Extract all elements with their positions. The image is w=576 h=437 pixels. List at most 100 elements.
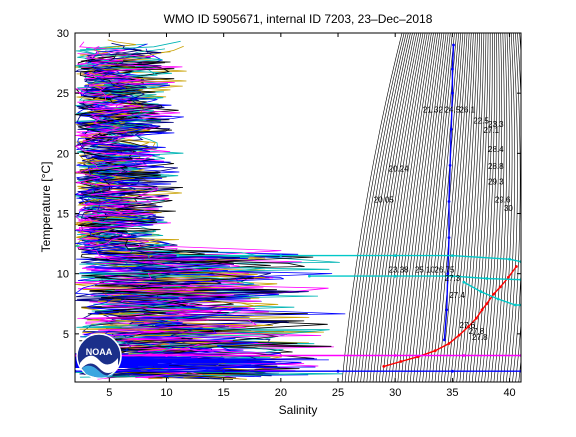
profile-point — [433, 349, 437, 353]
density-contour — [468, 33, 489, 382]
density-contour — [351, 33, 409, 382]
density-contour — [347, 33, 407, 382]
profile-point — [399, 360, 403, 363]
profile-point — [492, 292, 495, 296]
density-contour — [360, 33, 415, 382]
profile-point — [447, 200, 451, 203]
density-contour — [382, 33, 430, 382]
profile-point — [513, 303, 517, 307]
profile-point — [480, 308, 484, 312]
density-contour — [509, 33, 521, 382]
density-contour — [341, 33, 403, 382]
profile-point — [176, 254, 180, 257]
density-contour — [447, 33, 474, 382]
contour-label: 26.1 — [460, 105, 476, 114]
profile-point — [449, 127, 453, 131]
profile-point — [451, 369, 454, 373]
profile-point — [393, 254, 397, 257]
profile-noise-line — [75, 46, 322, 379]
contour-label: 25.10 — [415, 266, 436, 275]
density-contour — [344, 33, 405, 382]
density-contour — [450, 33, 476, 382]
density-contour — [440, 33, 470, 382]
density-contour — [406, 33, 447, 382]
contour-label: 27.1 — [484, 126, 500, 135]
density-contour — [481, 33, 498, 382]
density-contour — [444, 33, 472, 382]
density-contour — [354, 33, 411, 382]
x-tick-label: 40 — [503, 387, 515, 399]
density-contour — [397, 33, 441, 382]
density-contour — [453, 33, 478, 382]
y-axis-label: Temperature [°C] — [39, 162, 53, 253]
contour-label: 26.75 — [434, 266, 455, 275]
density-contour — [487, 33, 503, 382]
density-contour — [400, 33, 443, 382]
profile-point — [457, 333, 461, 337]
profile-point — [393, 354, 397, 357]
profile-point — [451, 274, 454, 278]
x-tick-label: 20 — [275, 387, 287, 399]
profile-point — [496, 297, 500, 301]
profile-point — [336, 369, 340, 373]
y-tick-label: 10 — [57, 269, 69, 281]
contour-label: 22.5 — [473, 116, 489, 125]
x-tick-label: 25 — [332, 387, 344, 399]
y-tick-label: 15 — [57, 209, 69, 221]
profile-point — [467, 325, 470, 328]
density-contour — [506, 33, 518, 382]
profile-point — [508, 257, 511, 261]
contour-label: 23.3 — [488, 120, 504, 129]
x-tick-label: 30 — [389, 387, 401, 399]
density-contour — [462, 33, 485, 382]
profile-point — [485, 277, 489, 280]
density-contour — [471, 33, 491, 382]
profile-point — [446, 272, 450, 276]
profile-point — [308, 274, 311, 278]
profile-point — [447, 342, 451, 345]
contour-label: 20.05 — [374, 196, 395, 205]
y-tick-label: 25 — [57, 88, 69, 100]
profile-point — [445, 308, 449, 312]
x-tick-label: 10 — [160, 387, 172, 399]
density-contour — [484, 33, 500, 382]
profile-point — [279, 254, 283, 257]
contour-label: 28.8 — [488, 162, 504, 171]
density-contour — [437, 33, 468, 382]
density-contour — [369, 33, 422, 382]
x-axis-label: Salinity — [279, 403, 318, 417]
density-contour — [434, 33, 466, 382]
profile-point — [382, 365, 386, 368]
contour-label: 27.8 — [469, 327, 485, 336]
density-contour — [493, 33, 508, 382]
contour-label: 29.6 — [495, 196, 511, 205]
density-contour — [499, 33, 513, 382]
profile-point — [485, 302, 489, 306]
contour-label: 27.8 — [472, 333, 488, 342]
profile-point — [499, 285, 502, 289]
density-contour — [388, 33, 434, 382]
chart-title: WMO ID 5905671, internal ID 7203, 23–Dec… — [164, 12, 433, 26]
density-contour — [456, 33, 480, 382]
profile-noise-line — [76, 50, 278, 379]
contour-label: 24.5 — [445, 105, 461, 114]
profile-point — [507, 275, 510, 279]
density-contour — [366, 33, 420, 382]
contour-label: 27.6 — [460, 321, 476, 330]
profile-noise-line — [75, 60, 346, 379]
profile-point — [462, 354, 466, 357]
profile-point — [451, 67, 454, 71]
y-tick-label: 20 — [57, 148, 69, 160]
density-contour — [409, 33, 449, 382]
density-contour — [416, 33, 453, 382]
x-tick-label: 5 — [106, 387, 112, 399]
density-contour — [502, 33, 516, 382]
profile-point — [393, 274, 397, 278]
profile-point — [479, 290, 483, 294]
profile-point — [279, 354, 283, 357]
y-tick-label: 30 — [57, 28, 69, 40]
density-contour — [375, 33, 426, 382]
profile-point — [451, 91, 454, 95]
profile-series-line — [443, 44, 455, 340]
